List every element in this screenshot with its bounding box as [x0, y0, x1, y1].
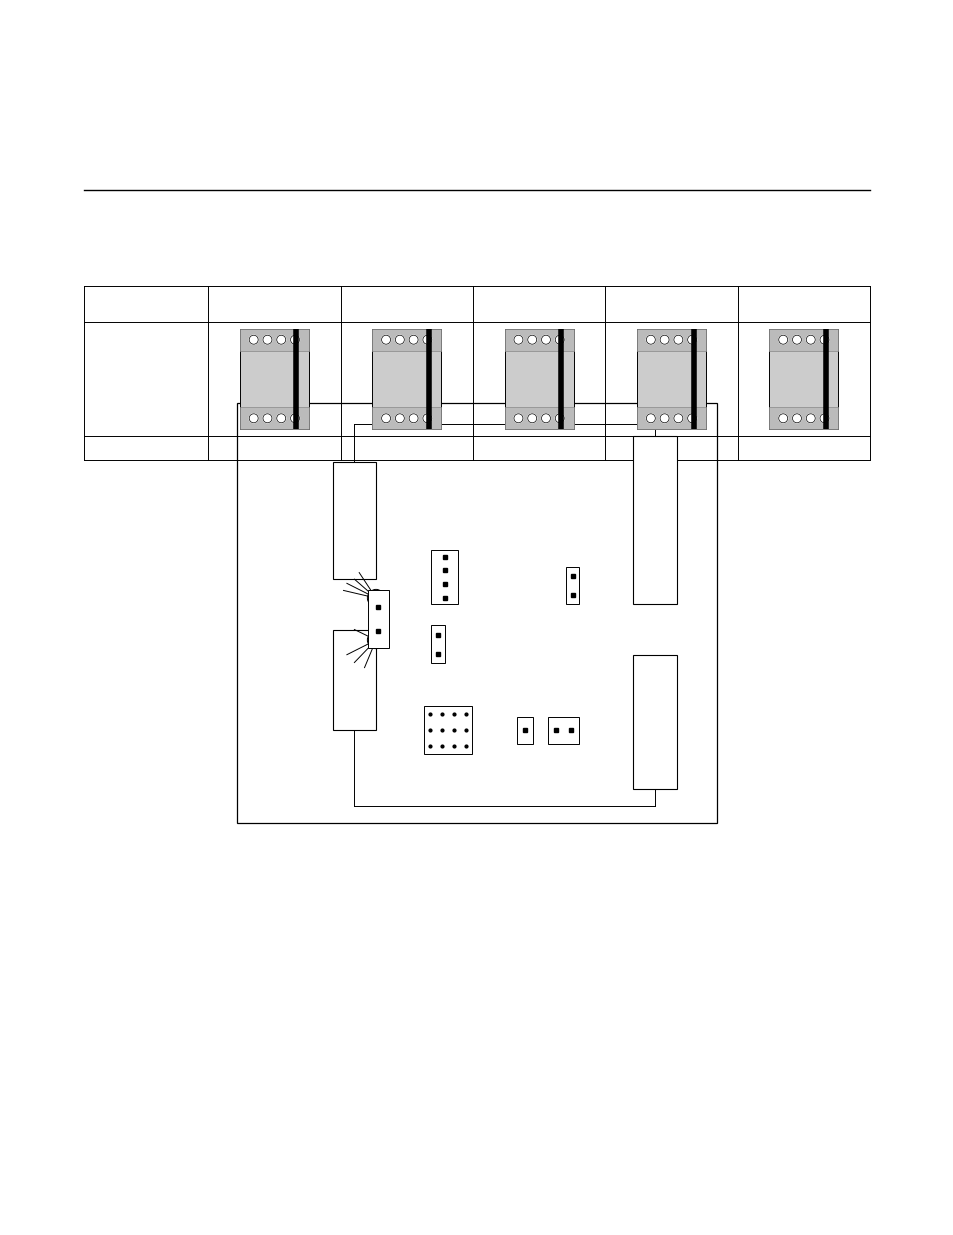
Circle shape: [367, 589, 384, 606]
Bar: [637, 329, 705, 430]
Circle shape: [276, 335, 285, 345]
Bar: [504, 408, 573, 430]
Circle shape: [687, 335, 696, 345]
Circle shape: [527, 335, 537, 345]
Circle shape: [805, 335, 815, 345]
Circle shape: [541, 335, 550, 345]
Bar: [333, 630, 375, 730]
Bar: [431, 550, 457, 604]
Circle shape: [659, 335, 668, 345]
Circle shape: [659, 414, 668, 422]
Circle shape: [673, 414, 682, 422]
Bar: [239, 408, 309, 430]
Circle shape: [687, 414, 696, 422]
Bar: [637, 408, 705, 430]
Circle shape: [422, 335, 432, 345]
Bar: [517, 716, 532, 743]
Bar: [637, 329, 705, 351]
Circle shape: [792, 414, 801, 422]
Circle shape: [381, 414, 390, 422]
Circle shape: [249, 414, 258, 422]
Circle shape: [422, 414, 432, 422]
Circle shape: [395, 335, 404, 345]
Bar: [633, 436, 676, 604]
Bar: [633, 655, 676, 789]
Circle shape: [541, 414, 550, 422]
Circle shape: [514, 414, 522, 422]
Circle shape: [527, 414, 537, 422]
Bar: [769, 329, 838, 430]
Circle shape: [646, 335, 655, 345]
Bar: [431, 625, 444, 663]
Circle shape: [805, 414, 815, 422]
Circle shape: [820, 335, 828, 345]
Bar: [372, 329, 440, 351]
Circle shape: [263, 414, 272, 422]
Circle shape: [395, 414, 404, 422]
Circle shape: [555, 335, 563, 345]
Circle shape: [367, 631, 384, 648]
Circle shape: [673, 335, 682, 345]
Bar: [372, 329, 440, 430]
Circle shape: [291, 414, 299, 422]
Circle shape: [409, 414, 417, 422]
Circle shape: [820, 414, 828, 422]
Bar: [239, 329, 309, 351]
Circle shape: [555, 414, 563, 422]
Bar: [769, 408, 838, 430]
Circle shape: [514, 335, 522, 345]
Circle shape: [778, 335, 787, 345]
Bar: [239, 329, 309, 430]
Circle shape: [381, 335, 390, 345]
Circle shape: [646, 414, 655, 422]
Bar: [504, 329, 573, 351]
Circle shape: [249, 335, 258, 345]
Circle shape: [778, 414, 787, 422]
Bar: [236, 403, 717, 823]
Bar: [504, 329, 573, 430]
Circle shape: [291, 335, 299, 345]
Bar: [769, 329, 838, 351]
Circle shape: [276, 414, 285, 422]
Circle shape: [792, 335, 801, 345]
Bar: [372, 408, 440, 430]
Bar: [565, 567, 578, 604]
Bar: [368, 589, 388, 648]
Bar: [333, 462, 375, 579]
Bar: [547, 716, 578, 743]
Bar: [424, 706, 472, 755]
Circle shape: [263, 335, 272, 345]
Circle shape: [409, 335, 417, 345]
